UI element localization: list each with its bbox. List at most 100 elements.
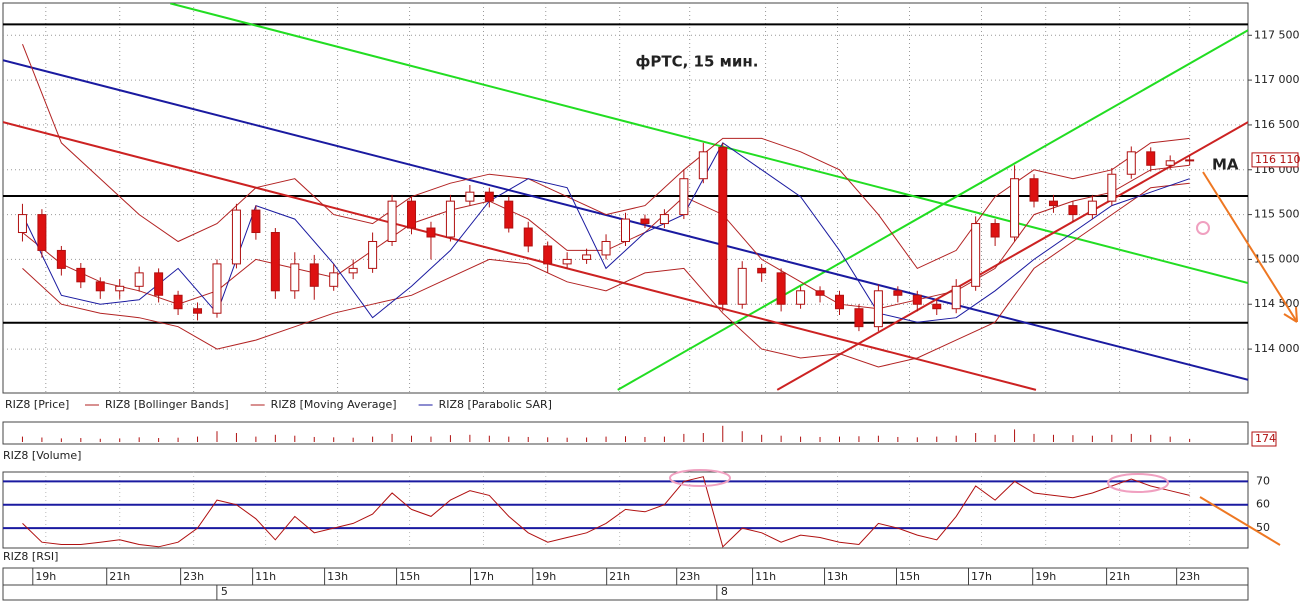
- x-tick-label: 13h: [327, 570, 348, 583]
- candle-body: [640, 218, 650, 225]
- y-tick-label: 50: [1256, 521, 1270, 534]
- legend-label: RIZ8 [Bollinger Bands]: [105, 398, 229, 411]
- candle-body: [621, 218, 630, 242]
- candle-body: [251, 209, 261, 234]
- candle-body: [329, 272, 339, 287]
- candle-body: [368, 240, 378, 269]
- chart-title: фРТС, 15 мин.: [636, 53, 759, 71]
- candle-body: [834, 294, 844, 310]
- x-tick-label: 23h: [1179, 570, 1200, 583]
- candle-body: [1126, 151, 1136, 175]
- trend-line: [3, 121, 1037, 391]
- candle-body: [718, 146, 728, 305]
- price-panel: [2, 2, 1249, 394]
- candle-body: [484, 191, 494, 202]
- candle-body: [601, 240, 611, 256]
- candle-body: [776, 272, 786, 305]
- y-tick-label: 117 500: [1254, 28, 1300, 41]
- candle-body: [971, 223, 981, 287]
- candle-body: [212, 263, 222, 314]
- last-price-box: [1251, 152, 1299, 168]
- candle-body: [893, 290, 903, 296]
- arrow-head: [1283, 306, 1298, 323]
- highlight-ellipse: [1107, 473, 1169, 493]
- y-tick-label: 60: [1256, 498, 1270, 511]
- candle-body: [270, 232, 280, 292]
- candle-body: [95, 281, 105, 292]
- x-tick-label: 15h: [899, 570, 920, 583]
- candle-body: [1048, 200, 1058, 207]
- candle-body: [426, 227, 436, 238]
- x-tick-label: 21h: [109, 570, 130, 583]
- candle-body: [309, 263, 319, 287]
- trend-line: [776, 121, 1248, 391]
- candle-body: [76, 267, 86, 283]
- trend-line: [617, 29, 1248, 391]
- annotation: MA: [1212, 156, 1239, 174]
- candle-body: [1107, 173, 1117, 202]
- arrow: [1202, 171, 1298, 323]
- candle-body: [154, 272, 164, 296]
- volume-last-label: 174: [1255, 432, 1276, 445]
- rsi-line: [22, 476, 1190, 548]
- candle-body: [1029, 178, 1039, 202]
- y-tick-label: 117 000: [1254, 73, 1300, 86]
- candle-body: [523, 227, 533, 247]
- candle-body: [37, 214, 47, 251]
- x-tick-label: 19h: [535, 570, 556, 583]
- candle-body: [854, 308, 864, 328]
- y-tick-label: 115 500: [1254, 208, 1300, 221]
- bollinger-upper: [22, 44, 1190, 270]
- candle-body: [679, 178, 689, 216]
- y-tick-label: 114 000: [1254, 342, 1300, 355]
- x-tick-label: 11h: [755, 570, 776, 583]
- x-tick-label: 13h: [827, 570, 848, 583]
- candle-body: [173, 294, 183, 310]
- x-tick-label: 17h: [971, 570, 992, 583]
- x-tick-label: 17h: [473, 570, 494, 583]
- candle-body: [737, 267, 747, 305]
- candle-body: [912, 294, 922, 305]
- y-tick-label: 70: [1256, 474, 1270, 487]
- legend-label: RIZ8 [Price]: [5, 398, 69, 411]
- candle-body: [951, 285, 961, 310]
- candle-body: [990, 223, 1000, 238]
- candle-body: [698, 151, 708, 180]
- candle-body: [543, 245, 553, 265]
- candle-body: [757, 267, 767, 274]
- trend-line: [170, 3, 1248, 284]
- legend-label: RIZ8 [Parabolic SAR]: [439, 398, 552, 411]
- candle-body: [56, 249, 66, 269]
- candle-body: [562, 258, 572, 265]
- volume-last-box: [1251, 431, 1277, 447]
- candle-body: [873, 290, 883, 328]
- candle-body: [134, 272, 144, 287]
- x-tick-label: 19h: [1035, 570, 1056, 583]
- candle-body: [465, 191, 475, 202]
- y-tick-label: 114 500: [1254, 297, 1300, 310]
- x-tick-label: 23h: [679, 570, 700, 583]
- rsi-plot: [3, 472, 1248, 548]
- candle-body: [1165, 160, 1175, 166]
- candle-body: [815, 290, 825, 296]
- volume-plot: [21, 425, 1191, 442]
- candle-body: [932, 303, 942, 310]
- candle-body: [796, 290, 806, 305]
- x-tick-label: 11h: [255, 570, 276, 583]
- x-tick-label: 15h: [399, 570, 420, 583]
- candle-body: [387, 200, 397, 242]
- price-plot: [3, 3, 1248, 393]
- last-price-label: 116 110: [1255, 153, 1301, 166]
- candle-body: [582, 254, 592, 260]
- x-tick-label: 23h: [183, 570, 204, 583]
- arrow: [1199, 496, 1281, 546]
- candle-body: [115, 285, 125, 292]
- candle-body: [1068, 205, 1078, 216]
- candle-body: [504, 200, 514, 229]
- bollinger-lower: [22, 182, 1190, 368]
- x-tick-label: 21h: [1109, 570, 1130, 583]
- highlight-circle: [1196, 221, 1210, 235]
- candle-body: [1146, 151, 1156, 166]
